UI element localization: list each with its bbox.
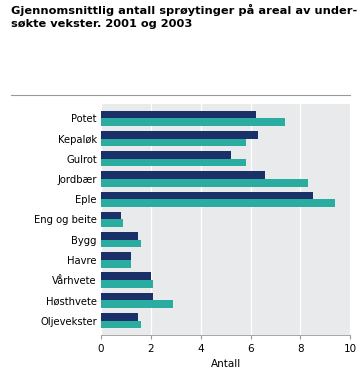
Bar	[101, 110, 256, 118]
Bar	[101, 321, 141, 328]
Bar	[101, 252, 131, 260]
Bar	[101, 159, 245, 167]
Bar	[101, 151, 231, 159]
Bar	[101, 313, 139, 321]
Text: Gjennomsnittlig antall sprøytinger på areal av under-
søkte vekster. 2001 og 200: Gjennomsnittlig antall sprøytinger på ar…	[11, 4, 357, 29]
Bar	[101, 293, 153, 301]
Bar	[101, 219, 123, 227]
Bar	[101, 240, 141, 247]
Bar	[101, 260, 131, 267]
Bar	[101, 199, 335, 207]
Bar	[101, 179, 308, 187]
Bar	[101, 138, 245, 146]
Bar	[101, 192, 313, 199]
Bar	[101, 232, 139, 240]
X-axis label: Antall: Antall	[210, 359, 241, 369]
Bar	[101, 272, 151, 280]
Bar	[101, 280, 153, 288]
Bar	[101, 212, 121, 219]
Bar	[101, 301, 173, 308]
Bar	[101, 131, 258, 138]
Bar	[101, 171, 265, 179]
Bar	[101, 118, 286, 126]
